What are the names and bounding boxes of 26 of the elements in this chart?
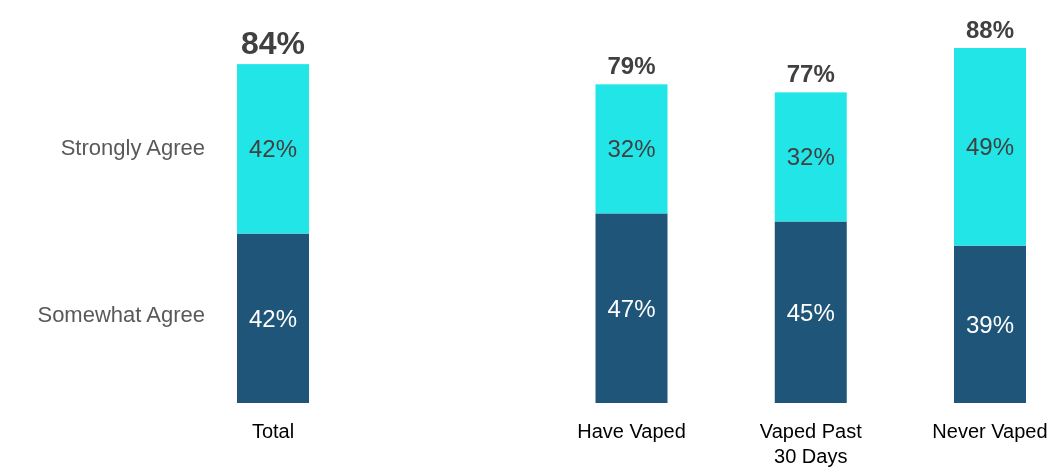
total-label: 79% xyxy=(607,52,656,80)
series-label: Somewhat Agree xyxy=(37,301,205,327)
total-label: 84% xyxy=(240,25,306,62)
data-label: 32% xyxy=(607,135,656,163)
x-tick-label: Have Vaped xyxy=(577,420,686,442)
x-tick-label: Never Vaped xyxy=(932,420,1048,442)
data-label: 39% xyxy=(965,310,1015,338)
bar xyxy=(595,84,668,214)
bar xyxy=(237,233,309,403)
x-tick-label: Total xyxy=(251,420,295,442)
bar xyxy=(954,245,1026,403)
bar xyxy=(595,213,668,403)
data-label: 32% xyxy=(786,143,835,171)
bar xyxy=(954,48,1026,246)
x-tick-label: Vaped Past 30 Days xyxy=(759,420,863,467)
bar xyxy=(237,64,309,234)
series-label: Strongly Agree xyxy=(60,134,205,160)
total-label: 88% xyxy=(965,16,1015,43)
bar xyxy=(774,221,847,403)
data-label: 45% xyxy=(786,298,835,326)
data-label: 49% xyxy=(965,133,1015,161)
data-label: 47% xyxy=(607,294,656,322)
data-label: 42% xyxy=(248,135,298,163)
total-label: 77% xyxy=(786,60,835,88)
data-label: 42% xyxy=(248,304,298,332)
bar xyxy=(774,92,847,222)
